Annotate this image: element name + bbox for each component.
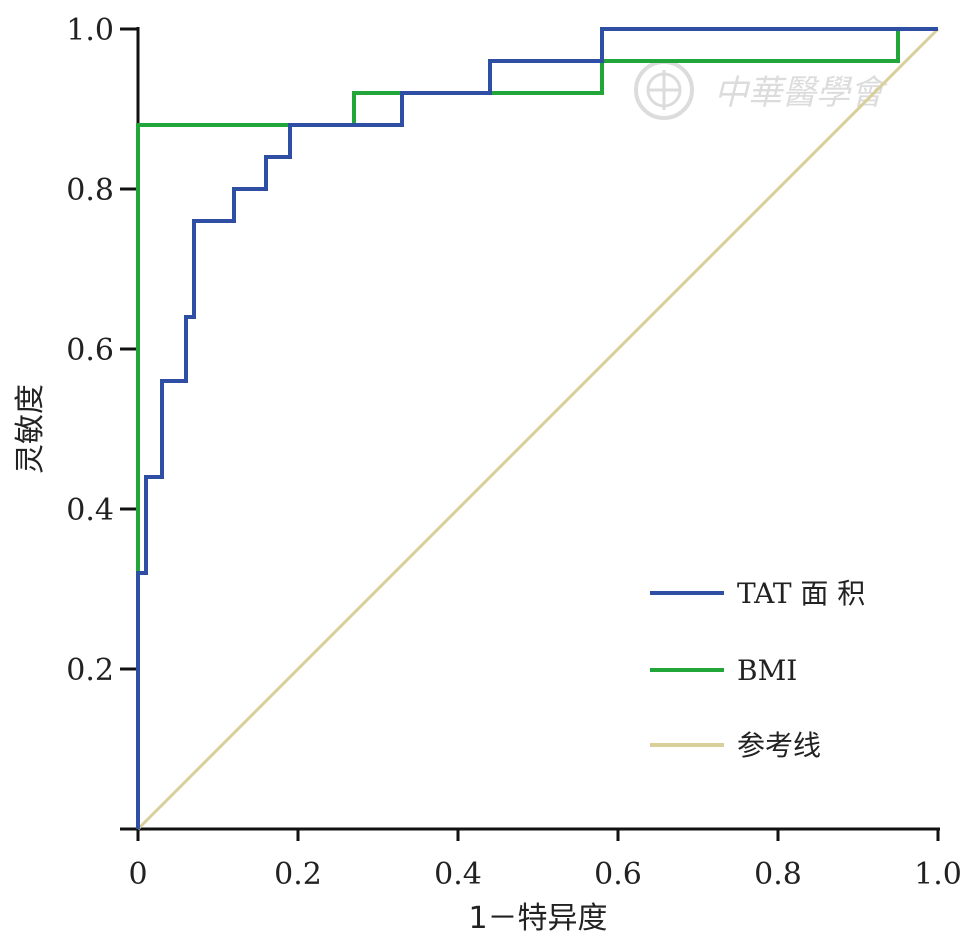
x-tick-label: 0 <box>128 857 147 892</box>
legend-item: 参考线 <box>650 729 821 762</box>
y-tick-label: 0.6 <box>66 333 114 368</box>
y-tick-label: 0.2 <box>66 653 114 688</box>
legend-item: TAT 面 积 <box>650 577 865 610</box>
cma-emblem-icon <box>634 60 694 120</box>
x-tick-label: 0.6 <box>594 857 642 892</box>
x-tick-label: 0.2 <box>274 857 322 892</box>
x-tick-label: 1.0 <box>914 857 962 892</box>
x-axis-title: 1－特异度 <box>468 901 607 936</box>
series-layer-reference <box>136 27 940 831</box>
watermark: 中華醫學會 <box>634 60 889 120</box>
series-layer-data <box>136 27 938 829</box>
y-tick-label: 0.4 <box>66 493 114 528</box>
series-line-0 <box>136 27 938 829</box>
legend-label: 参考线 <box>737 729 821 762</box>
x-tick-label: 0.4 <box>434 857 482 892</box>
x-tick-label: 0.8 <box>754 857 802 892</box>
y-axis-title: 灵敏度 <box>13 384 48 474</box>
y-tick-label: 1.0 <box>66 13 114 48</box>
y-tick-label: 0.8 <box>66 173 114 208</box>
legend-label: BMI <box>737 654 797 687</box>
watermark-text: 中華醫學會 <box>714 73 889 113</box>
legend-label: TAT 面 积 <box>737 577 865 610</box>
series-line-2 <box>136 27 940 831</box>
legend: TAT 面 积 BMI 参考线 <box>650 577 865 762</box>
series-line-1 <box>136 27 938 829</box>
legend-item: BMI <box>650 654 797 687</box>
